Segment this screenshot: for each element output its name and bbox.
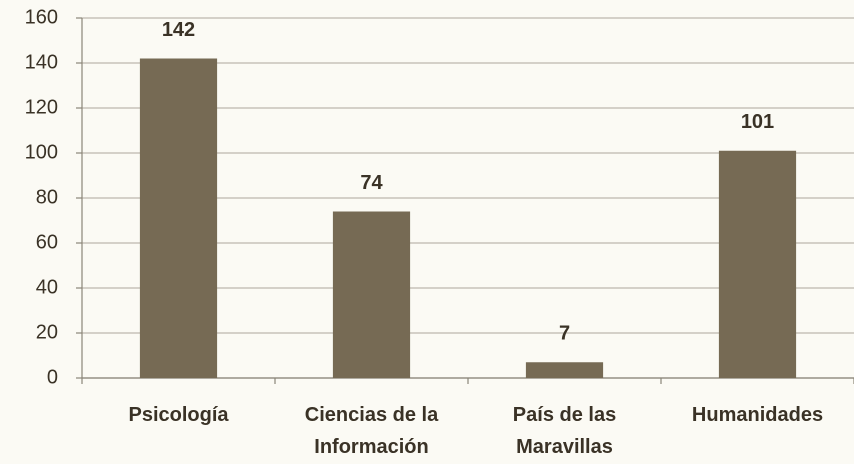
bar — [525, 362, 604, 378]
y-tick-label: 160 — [25, 6, 58, 28]
data-label: 142 — [162, 19, 195, 41]
data-label: 74 — [360, 172, 383, 194]
y-tick-label: 20 — [36, 321, 58, 343]
y-tick-label: 100 — [25, 141, 58, 163]
bar — [718, 150, 797, 378]
x-tick-label: País de las Maravillas — [512, 404, 617, 458]
x-tick-label: Humanidades — [691, 404, 824, 426]
y-tick-label: 80 — [36, 186, 58, 208]
bar — [139, 58, 218, 378]
y-tick-label: 40 — [36, 276, 58, 298]
data-label: 101 — [741, 111, 774, 133]
y-tick-label: 120 — [25, 96, 58, 118]
x-tick-label: Psicología — [128, 404, 229, 426]
x-tick-label: Ciencias de la Información — [304, 404, 439, 458]
y-tick-label: 60 — [36, 231, 58, 253]
y-tick-label: 140 — [25, 51, 58, 73]
bar — [332, 211, 411, 378]
y-tick-label: 0 — [47, 366, 58, 388]
data-label: 7 — [559, 323, 570, 345]
